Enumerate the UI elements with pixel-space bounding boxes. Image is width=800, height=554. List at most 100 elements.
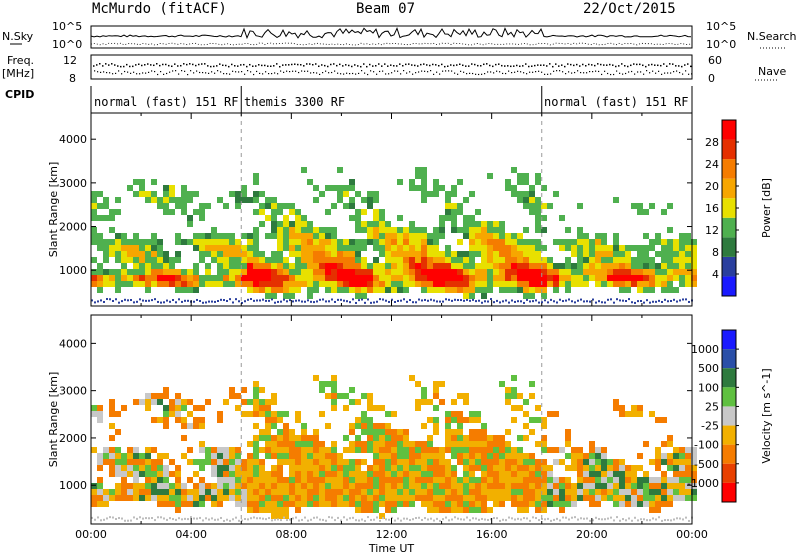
velocity-cell	[163, 417, 169, 423]
power-cell	[613, 197, 619, 203]
nave-dot	[163, 73, 165, 75]
power-cell	[331, 257, 337, 263]
velocity-cell	[259, 471, 265, 477]
velocity-cell	[445, 507, 451, 513]
velocity-gs-dot	[385, 518, 387, 521]
freq-dot	[198, 63, 200, 66]
velocity-cell	[211, 447, 217, 453]
power-cell	[217, 281, 223, 287]
velocity-cell	[505, 495, 511, 501]
velocity-cell	[487, 477, 493, 483]
velocity-cell	[433, 447, 439, 453]
velocity-cell	[493, 435, 499, 441]
power-cell	[583, 239, 589, 245]
nave-dot	[514, 71, 516, 73]
velocity-cell	[109, 489, 115, 495]
power-cell	[607, 251, 613, 257]
velocity-cell	[541, 459, 547, 465]
power-cell	[625, 287, 631, 293]
power-gs-dot	[271, 298, 273, 301]
velocity-cell	[145, 465, 151, 471]
beam-label: Beam 07	[356, 1, 416, 17]
power-cell	[307, 245, 313, 251]
power-gs-dot	[304, 300, 306, 303]
velocity-cell	[541, 507, 547, 513]
velocity-cell	[349, 423, 355, 429]
freq-dot	[111, 63, 113, 65]
velocity-gs-dot	[454, 516, 456, 519]
power-cell	[337, 275, 343, 281]
velocity-gs-dot	[499, 519, 501, 522]
velocity-cell	[301, 501, 307, 507]
power-cell	[355, 287, 361, 293]
power-cell	[145, 257, 151, 263]
power-cell	[211, 245, 217, 251]
velocity-cell	[331, 441, 337, 447]
velocity-cell	[217, 477, 223, 483]
power-cell	[595, 233, 601, 239]
power-cell	[361, 257, 367, 263]
power-cell	[379, 239, 385, 245]
velocity-cell	[439, 483, 445, 489]
velocity-cell	[169, 495, 175, 501]
velocity-cell	[565, 501, 571, 507]
power-cell	[421, 173, 427, 179]
velocity-cell	[457, 423, 463, 429]
freq-dot	[636, 63, 638, 66]
power-cell	[391, 281, 397, 287]
velocity-cell	[313, 447, 319, 453]
velocity-cell	[691, 465, 697, 471]
velocity-cell	[493, 489, 499, 495]
power-gs-dot	[163, 301, 165, 304]
velocity-colorbar-swatch	[722, 330, 736, 350]
power-cell	[193, 281, 199, 287]
power-cell	[247, 245, 253, 251]
power-gs-dot	[658, 299, 660, 302]
power-cell	[457, 203, 463, 209]
freq-dot	[222, 64, 224, 67]
velocity-cell	[655, 459, 661, 465]
velocity-cell	[373, 489, 379, 495]
velocity-cell	[385, 435, 391, 441]
power-gs-dot	[238, 300, 240, 303]
power-cell	[247, 257, 253, 263]
power-cell	[115, 209, 121, 215]
power-cell	[205, 251, 211, 257]
velocity-cell	[391, 429, 397, 435]
power-cell	[493, 239, 499, 245]
velocity-cell	[235, 471, 241, 477]
velocity-cell	[253, 441, 259, 447]
power-cell	[259, 203, 265, 209]
nave-dot	[145, 72, 147, 74]
velocity-cell	[433, 453, 439, 459]
velocity-cell	[313, 375, 319, 381]
velocity-cell	[559, 447, 565, 453]
velocity-cell	[337, 459, 343, 465]
power-cell	[529, 287, 535, 293]
power-cell	[277, 275, 283, 281]
velocity-cell	[415, 477, 421, 483]
nave-dot	[103, 71, 105, 73]
velocity-cell	[367, 429, 373, 435]
velocity-cell	[427, 453, 433, 459]
power-cell	[265, 203, 271, 209]
velocity-cell	[427, 495, 433, 501]
velocity-gs-dot	[259, 517, 261, 520]
power-gs-dot	[397, 299, 399, 302]
power-gs-dot	[634, 301, 636, 304]
nave-dot	[151, 70, 153, 72]
velocity-cell	[373, 465, 379, 471]
velocity-cell	[373, 453, 379, 459]
power-cell	[679, 233, 685, 239]
velocity-cell	[271, 393, 277, 399]
power-cell	[541, 293, 547, 299]
velocity-cell	[97, 453, 103, 459]
velocity-cell	[451, 453, 457, 459]
velocity-cell	[385, 429, 391, 435]
freq-dot	[258, 64, 260, 66]
power-cell	[493, 245, 499, 251]
power-cell	[517, 239, 523, 245]
power-gs-dot	[364, 301, 366, 304]
velocity-cell	[253, 489, 259, 495]
power-cell	[325, 263, 331, 269]
